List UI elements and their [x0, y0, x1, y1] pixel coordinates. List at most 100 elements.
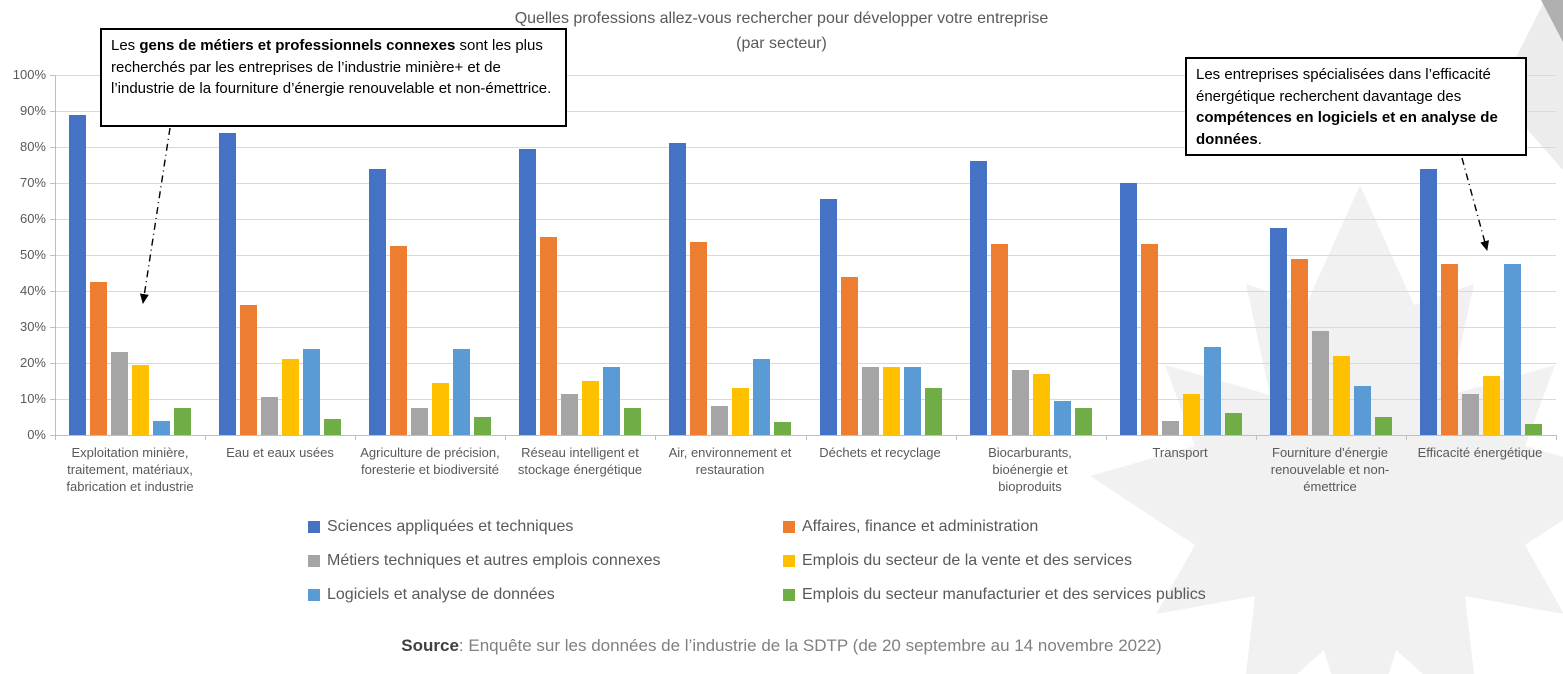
bar-group: [55, 75, 205, 435]
bar: [1332, 355, 1350, 435]
bar: [474, 417, 492, 435]
y-tick-mark: [50, 254, 55, 256]
bar: [303, 348, 321, 435]
y-tick-label: 90%: [19, 103, 46, 118]
x-tick-mark: [1255, 435, 1257, 440]
bar: [219, 132, 237, 435]
x-category-label: Fourniture d'énergie renouvelable et non…: [1270, 445, 1390, 494]
bar: [282, 359, 300, 435]
bar: [840, 276, 858, 435]
x-tick-mark: [655, 435, 657, 440]
callout-energy-text-pre: Les entreprises spécialisées dans l’effi…: [1196, 66, 1491, 105]
corner-wedge-light: [1497, 0, 1563, 170]
gridline: [55, 254, 1556, 256]
bar: [924, 388, 942, 435]
y-tick-label: 40%: [19, 283, 46, 298]
bar: [1182, 393, 1200, 435]
x-category-label: Transport: [1152, 445, 1208, 460]
x-tick-mark: [505, 435, 507, 440]
y-tick-label: 30%: [19, 319, 46, 334]
corner-wedge-dark: [1541, 0, 1563, 42]
bar: [261, 397, 279, 435]
callout-energy-text-post: .: [1257, 130, 1262, 148]
bar: [732, 388, 750, 435]
gridline: [55, 398, 1556, 400]
bar: [519, 148, 537, 435]
bar: [1032, 373, 1050, 435]
bar: [903, 366, 921, 435]
bar: [1290, 258, 1308, 435]
x-category-label: Air, environnement et restauration: [668, 445, 792, 477]
y-tick-label: 10%: [19, 391, 46, 406]
bar: [1011, 370, 1029, 435]
bar: [690, 242, 708, 435]
x-tick-mark: [55, 435, 56, 440]
bar-group: [205, 75, 355, 435]
bar: [1503, 264, 1521, 435]
callout-energy-text-bold: compétences en logiciels et en analyse d…: [1196, 109, 1498, 148]
x-axis: Exploitation minière, traitement, matéri…: [55, 444, 1556, 495]
callout-energy-efficiency: Les entreprises spécialisées dans l’effi…: [1185, 57, 1527, 156]
legend-label: Logiciels et analyse de données: [327, 586, 555, 603]
x-category-label: Exploitation minière, traitement, matéri…: [66, 445, 194, 494]
bar: [711, 406, 729, 435]
legend-swatch-icon: [783, 521, 795, 533]
bar: [432, 382, 450, 435]
y-tick-mark: [50, 398, 55, 400]
gridline: [55, 146, 1556, 148]
legend-item: Sciences appliquées et techniques: [308, 516, 783, 538]
gridline: [55, 362, 1556, 364]
gridline: [55, 218, 1556, 220]
bar: [1311, 330, 1329, 435]
y-tick-mark: [50, 146, 55, 148]
legend-swatch-icon: [308, 521, 320, 533]
y-axis-line: [55, 75, 56, 435]
y-tick-mark: [50, 110, 55, 112]
gridline: [55, 110, 1556, 112]
bar: [1269, 228, 1287, 435]
bar: [1353, 386, 1371, 435]
x-category-label: Efficacité énergétique: [1417, 445, 1543, 460]
gridline: [55, 182, 1556, 184]
legend-item: Logiciels et analyse de données: [308, 584, 783, 606]
bar: [324, 418, 342, 435]
legend-label: Emplois du secteur manufacturier et des …: [802, 586, 1206, 603]
bar: [561, 393, 579, 435]
legend-item: Emplois du secteur de la vente et des se…: [783, 550, 1206, 572]
bar: [1461, 393, 1479, 435]
x-tick-mark: [955, 435, 957, 440]
legend-swatch-icon: [308, 589, 320, 601]
bar: [990, 244, 1008, 435]
bar: [240, 305, 258, 435]
source-text: : Enquête sur les données de l’industrie…: [458, 636, 1162, 655]
legend-label: Sciences appliquées et techniques: [327, 518, 574, 535]
bar: [753, 359, 771, 435]
y-tick-label: 20%: [19, 355, 46, 370]
y-tick-mark: [50, 326, 55, 328]
y-tick-label: 100%: [12, 67, 46, 82]
x-tick-mark: [1556, 435, 1557, 440]
y-tick-mark: [50, 362, 55, 364]
bar: [1524, 424, 1542, 435]
bar-group: [1106, 75, 1256, 435]
bar: [90, 282, 108, 435]
source-label: Source: [401, 636, 459, 655]
bar-group: [1406, 75, 1556, 435]
bar: [69, 114, 87, 435]
bar: [1374, 417, 1392, 435]
y-tick-mark: [50, 290, 55, 292]
bar: [669, 143, 687, 435]
y-tick-label: 50%: [19, 247, 46, 262]
callout-trades-text-post: sont les plus recherchés par les entrepr…: [111, 37, 552, 97]
bar-group: [505, 75, 655, 435]
bar: [174, 408, 192, 435]
x-tick-mark: [355, 435, 357, 440]
bar: [882, 366, 900, 435]
bar-group: [655, 75, 805, 435]
gridline: [55, 74, 1556, 76]
legend-label: Affaires, finance et administration: [802, 518, 1039, 535]
y-tick-label: 70%: [19, 175, 46, 190]
bar-group: [806, 75, 956, 435]
bar: [819, 199, 837, 435]
legend-swatch-icon: [308, 555, 320, 567]
